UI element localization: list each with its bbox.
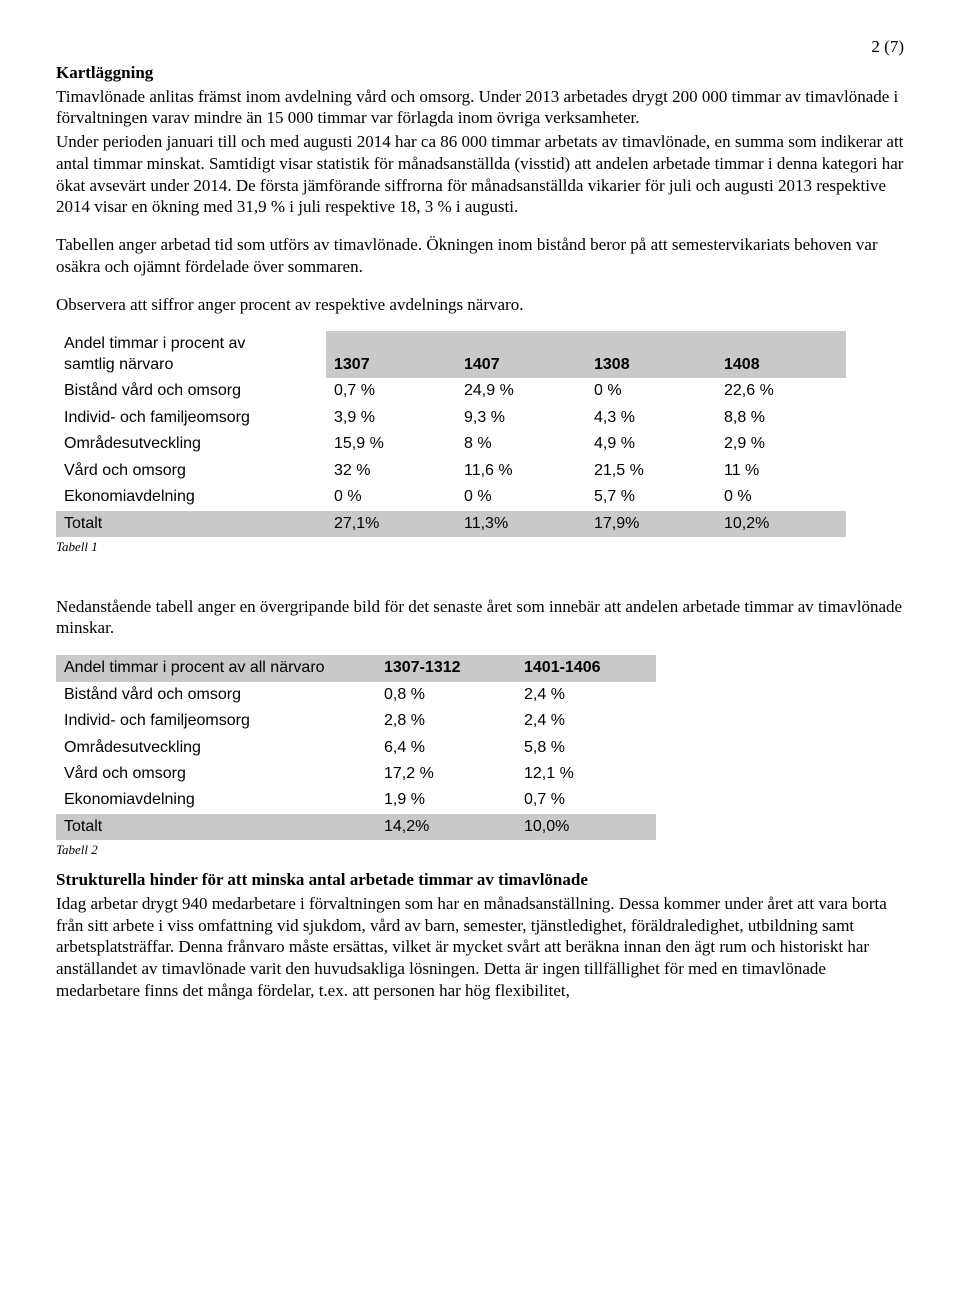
cell: 14,2% bbox=[376, 814, 516, 840]
cell: 0 % bbox=[456, 484, 586, 510]
table-2-col-2: 1401-1406 bbox=[516, 655, 656, 681]
table-row: Ekonomiavdelning 1,9 % 0,7 % bbox=[56, 787, 656, 813]
cell: Totalt bbox=[56, 511, 326, 537]
table-row: Vård och omsorg 17,2 % 12,1 % bbox=[56, 761, 656, 787]
cell: 0 % bbox=[586, 378, 716, 404]
cell: 2,9 % bbox=[716, 431, 846, 457]
cell: 22,6 % bbox=[716, 378, 846, 404]
table-2: Andel timmar i procent av all närvaro 13… bbox=[56, 655, 656, 840]
cell: 15,9 % bbox=[326, 431, 456, 457]
body-paragraph-4: Observera att siffror anger procent av r… bbox=[56, 294, 904, 316]
cell: 3,9 % bbox=[326, 405, 456, 431]
cell: Ekonomiavdelning bbox=[56, 484, 326, 510]
heading-kartlaggning: Kartläggning bbox=[56, 62, 904, 84]
cell: 21,5 % bbox=[586, 458, 716, 484]
cell: 4,9 % bbox=[586, 431, 716, 457]
table-1: Andel timmar i procent av samtlig närvar… bbox=[56, 331, 846, 537]
body-paragraph-2: Under perioden januari till och med augu… bbox=[56, 131, 904, 218]
page-number: 2 (7) bbox=[56, 36, 904, 58]
cell: Totalt bbox=[56, 814, 376, 840]
table-1-header-row: Andel timmar i procent av samtlig närvar… bbox=[56, 331, 846, 378]
table-row: Bistånd vård och omsorg 0,8 % 2,4 % bbox=[56, 682, 656, 708]
table-1-col-1: 1307 bbox=[326, 331, 456, 378]
table-2-header-label: Andel timmar i procent av all närvaro bbox=[56, 655, 376, 681]
cell: 11 % bbox=[716, 458, 846, 484]
cell: 6,4 % bbox=[376, 735, 516, 761]
table-row: Bistånd vård och omsorg 0,7 % 24,9 % 0 %… bbox=[56, 378, 846, 404]
table-1-header-label-line2: samtlig närvaro bbox=[64, 356, 173, 373]
table-1-header-label: Andel timmar i procent av samtlig närvar… bbox=[56, 331, 326, 378]
cell: 9,3 % bbox=[456, 405, 586, 431]
cell: 4,3 % bbox=[586, 405, 716, 431]
table-1-col-2: 1407 bbox=[456, 331, 586, 378]
cell: Bistånd vård och omsorg bbox=[56, 682, 376, 708]
cell: 8 % bbox=[456, 431, 586, 457]
table-row: Vård och omsorg 32 % 11,6 % 21,5 % 11 % bbox=[56, 458, 846, 484]
heading-strukturella: Strukturella hinder för att minska antal… bbox=[56, 869, 904, 891]
cell: 5,7 % bbox=[586, 484, 716, 510]
table-row: Individ- och familjeomsorg 2,8 % 2,4 % bbox=[56, 708, 656, 734]
cell: Vård och omsorg bbox=[56, 761, 376, 787]
cell: Områdesutveckling bbox=[56, 431, 326, 457]
body-paragraph-3: Tabellen anger arbetad tid som utförs av… bbox=[56, 234, 904, 278]
cell: 11,3% bbox=[456, 511, 586, 537]
cell: 32 % bbox=[326, 458, 456, 484]
table-1-col-4: 1408 bbox=[716, 331, 846, 378]
table-2-col-1: 1307-1312 bbox=[376, 655, 516, 681]
cell: 17,9% bbox=[586, 511, 716, 537]
cell: 10,2% bbox=[716, 511, 846, 537]
cell: Bistånd vård och omsorg bbox=[56, 378, 326, 404]
cell: Områdesutveckling bbox=[56, 735, 376, 761]
body-paragraph-5: Nedanstående tabell anger en övergripand… bbox=[56, 596, 904, 640]
body-paragraph-1: Timavlönade anlitas främst inom avdelnin… bbox=[56, 86, 904, 130]
table-row: Individ- och familjeomsorg 3,9 % 9,3 % 4… bbox=[56, 405, 846, 431]
cell: 0,7 % bbox=[516, 787, 656, 813]
cell: 0 % bbox=[326, 484, 456, 510]
table-row: Områdesutveckling 6,4 % 5,8 % bbox=[56, 735, 656, 761]
cell: 2,4 % bbox=[516, 708, 656, 734]
cell: 17,2 % bbox=[376, 761, 516, 787]
cell: 10,0% bbox=[516, 814, 656, 840]
cell: 0,7 % bbox=[326, 378, 456, 404]
cell: 8,8 % bbox=[716, 405, 846, 431]
cell: 5,8 % bbox=[516, 735, 656, 761]
cell: 27,1% bbox=[326, 511, 456, 537]
cell: 12,1 % bbox=[516, 761, 656, 787]
cell: 0 % bbox=[716, 484, 846, 510]
table-row: Ekonomiavdelning 0 % 0 % 5,7 % 0 % bbox=[56, 484, 846, 510]
cell: Vård och omsorg bbox=[56, 458, 326, 484]
cell: 0,8 % bbox=[376, 682, 516, 708]
cell: 2,8 % bbox=[376, 708, 516, 734]
table-2-total-row: Totalt 14,2% 10,0% bbox=[56, 814, 656, 840]
cell: Ekonomiavdelning bbox=[56, 787, 376, 813]
table-1-col-3: 1308 bbox=[586, 331, 716, 378]
cell: 24,9 % bbox=[456, 378, 586, 404]
body-paragraph-6: Idag arbetar drygt 940 medarbetare i för… bbox=[56, 893, 904, 1002]
table-1-total-row: Totalt 27,1% 11,3% 17,9% 10,2% bbox=[56, 511, 846, 537]
cell: 11,6 % bbox=[456, 458, 586, 484]
table-row: Områdesutveckling 15,9 % 8 % 4,9 % 2,9 % bbox=[56, 431, 846, 457]
table-1-caption: Tabell 1 bbox=[56, 539, 904, 556]
table-1-header-label-line1: Andel timmar i procent av bbox=[64, 335, 245, 352]
cell: Individ- och familjeomsorg bbox=[56, 708, 376, 734]
cell: 2,4 % bbox=[516, 682, 656, 708]
cell: Individ- och familjeomsorg bbox=[56, 405, 326, 431]
table-2-caption: Tabell 2 bbox=[56, 842, 904, 859]
cell: 1,9 % bbox=[376, 787, 516, 813]
table-2-header-row: Andel timmar i procent av all närvaro 13… bbox=[56, 655, 656, 681]
